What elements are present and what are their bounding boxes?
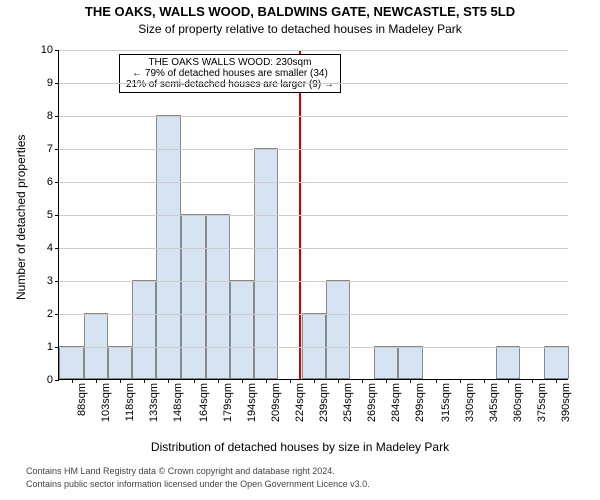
callout-box: THE OAKS WALLS WOOD: 230sqm ← 79% of det… — [119, 54, 341, 93]
x-tick-mark — [194, 379, 195, 383]
grid-line — [59, 314, 568, 315]
grid-line — [59, 347, 568, 348]
y-tick-label: 3 — [47, 275, 59, 287]
grid-line — [59, 50, 568, 51]
x-tick-mark — [96, 379, 97, 383]
callout-line-2: ← 79% of detached houses are smaller (34… — [126, 68, 334, 79]
y-tick-label: 8 — [47, 110, 59, 122]
plot-area: THE OAKS WALLS WOOD: 230sqm ← 79% of det… — [58, 50, 568, 380]
histogram-bar — [496, 346, 520, 379]
x-axis-label: Distribution of detached houses by size … — [0, 440, 600, 454]
chart-title: THE OAKS, WALLS WOOD, BALDWINS GATE, NEW… — [0, 4, 600, 19]
x-tick-mark — [386, 379, 387, 383]
x-tick-mark — [436, 379, 437, 383]
attribution-line-2: Contains public sector information licen… — [26, 479, 370, 489]
histogram-bar — [544, 346, 569, 379]
callout-line-1: THE OAKS WALLS WOOD: 230sqm — [126, 57, 334, 68]
y-tick-label: 6 — [47, 176, 59, 188]
x-tick-label: 299sqm — [414, 379, 426, 422]
grid-line — [59, 149, 568, 150]
y-tick-label: 1 — [47, 341, 59, 353]
histogram-bar — [108, 346, 132, 379]
x-tick-mark — [484, 379, 485, 383]
histogram-bar — [84, 313, 108, 379]
x-tick-mark — [218, 379, 219, 383]
histogram-bar — [132, 280, 156, 379]
histogram-bar — [374, 346, 398, 379]
x-tick-mark — [72, 379, 73, 383]
histogram-bar — [302, 313, 326, 379]
callout-line-3: 21% of semi-detached houses are larger (… — [126, 79, 334, 90]
histogram-bar — [230, 280, 254, 379]
x-tick-label: 224sqm — [294, 379, 306, 422]
x-tick-mark — [242, 379, 243, 383]
x-tick-label: 179sqm — [222, 379, 234, 422]
x-tick-label: 315sqm — [440, 379, 452, 422]
attribution-line-1: Contains HM Land Registry data © Crown c… — [26, 466, 335, 476]
grid-line — [59, 116, 568, 117]
histogram-bar — [326, 280, 350, 379]
y-tick-label: 10 — [41, 44, 59, 56]
x-tick-label: 164sqm — [198, 379, 210, 422]
x-tick-mark — [314, 379, 315, 383]
grid-line — [59, 248, 568, 249]
x-tick-mark — [460, 379, 461, 383]
y-tick-label: 7 — [47, 143, 59, 155]
x-tick-label: 133sqm — [148, 379, 160, 422]
grid-line — [59, 182, 568, 183]
x-tick-label: 148sqm — [172, 379, 184, 422]
x-tick-mark — [556, 379, 557, 383]
x-tick-mark — [120, 379, 121, 383]
histogram-bar — [59, 346, 84, 379]
x-tick-mark — [144, 379, 145, 383]
y-tick-label: 4 — [47, 242, 59, 254]
chart-subtitle: Size of property relative to detached ho… — [0, 22, 600, 36]
y-tick-label: 0 — [47, 374, 59, 386]
x-tick-label: 375sqm — [536, 379, 548, 422]
x-tick-mark — [338, 379, 339, 383]
histogram-bar — [398, 346, 423, 379]
histogram-bar — [181, 214, 206, 379]
x-tick-label: 239sqm — [318, 379, 330, 422]
x-tick-label: 345sqm — [488, 379, 500, 422]
x-tick-label: 103sqm — [100, 379, 112, 422]
y-tick-label: 2 — [47, 308, 59, 320]
histogram-bar — [206, 214, 230, 379]
x-tick-label: 390sqm — [560, 379, 572, 422]
grid-line — [59, 281, 568, 282]
x-tick-label: 209sqm — [270, 379, 282, 422]
x-tick-label: 284sqm — [390, 379, 402, 422]
grid-line — [59, 215, 568, 216]
grid-line — [59, 83, 568, 84]
x-tick-mark — [168, 379, 169, 383]
x-tick-label: 88sqm — [76, 379, 88, 416]
x-tick-mark — [362, 379, 363, 383]
x-tick-label: 360sqm — [512, 379, 524, 422]
y-tick-label: 9 — [47, 77, 59, 89]
x-tick-label: 194sqm — [246, 379, 258, 422]
x-tick-mark — [266, 379, 267, 383]
x-tick-label: 254sqm — [342, 379, 354, 422]
x-tick-mark — [532, 379, 533, 383]
x-tick-mark — [290, 379, 291, 383]
y-tick-label: 5 — [47, 209, 59, 221]
x-tick-mark — [508, 379, 509, 383]
x-tick-label: 269sqm — [366, 379, 378, 422]
histogram-bar — [156, 115, 181, 379]
x-tick-mark — [410, 379, 411, 383]
x-tick-label: 330sqm — [464, 379, 476, 422]
y-axis-label: Number of detached properties — [14, 135, 28, 300]
x-tick-label: 118sqm — [124, 379, 136, 421]
